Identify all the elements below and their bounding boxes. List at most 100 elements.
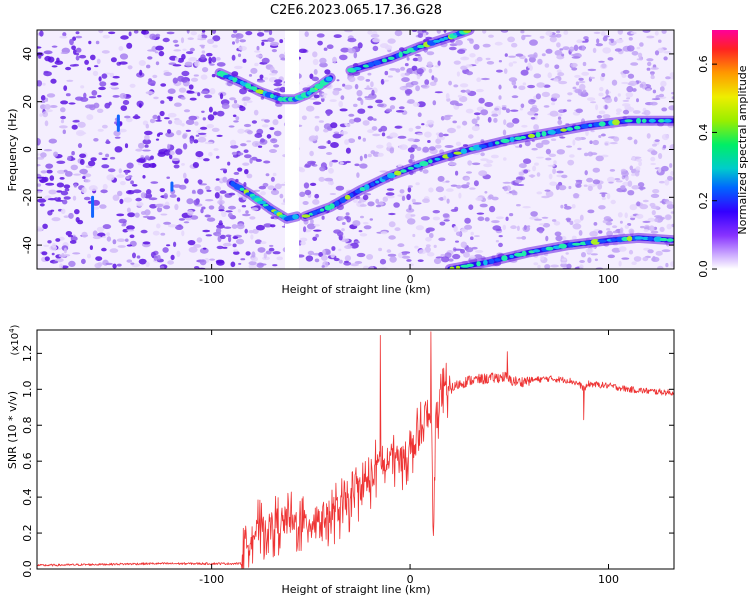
spectrogram-noise-cell [636, 98, 639, 103]
spectrogram-noise-cell [657, 265, 664, 269]
spectrogram-noise-cell [574, 136, 582, 141]
spectrogram-noise-cell [498, 109, 502, 116]
spectrogram-noise-cell [633, 256, 642, 262]
spectrogram-noise-cell [108, 31, 116, 35]
spectrogram-noise-cell [246, 130, 253, 135]
spectrogram-noise-cell [375, 99, 383, 104]
spectrogram-track-blob [560, 128, 567, 132]
spectrogram-noise-cell [188, 246, 198, 253]
spectrogram-noise-cell [313, 229, 322, 232]
spectrogram-noise-cell [559, 136, 566, 139]
spectrogram-noise-cell [438, 132, 444, 138]
spectrogram-noise-cell [502, 129, 507, 136]
spectrogram-noise-cell [248, 230, 254, 234]
spectrogram-noise-cell [434, 91, 443, 94]
spectrogram-track-blob [354, 189, 362, 194]
spectrogram-noise-cell [156, 223, 161, 229]
colorbar-gradient [712, 30, 738, 269]
spectrogram-track-blob [588, 123, 593, 127]
spectrogram-noise-cell [491, 113, 499, 117]
spectrogram-noise-cell [572, 86, 577, 90]
spectrogram-noise-cell [269, 244, 274, 247]
spectrogram-noise-cell [270, 216, 275, 220]
spectrogram-noise-cell [369, 265, 374, 269]
spectrogram-noise-cell [405, 208, 415, 213]
spectrogram-noise-cell [126, 259, 133, 263]
spectrogram-noise-cell [658, 93, 665, 98]
spectrogram-noise-cell [354, 261, 363, 264]
spectrogram-noise-cell [324, 69, 331, 75]
spectrogram-noise-cell [97, 108, 104, 114]
spectrogram-noise-cell [521, 124, 528, 128]
spectrogram-noise-cell [186, 30, 190, 34]
spectrogram-noise-cell [126, 162, 134, 169]
spectrogram-noise-cell [647, 217, 655, 222]
spectrogram-noise-cell [215, 227, 222, 234]
snr-y-axis: 0.00.20.40.60.81.01.2 [21, 345, 674, 578]
snr-x-tick-label: 0 [407, 573, 414, 586]
spectrogram-noise-cell [549, 36, 557, 43]
spectrogram-noise-cell [142, 138, 152, 145]
spectrogram-noise-cell [639, 42, 644, 47]
spectrogram-noise-cell [168, 97, 173, 102]
spectrogram-noise-cell [627, 190, 635, 196]
spectrogram-noise-cell [46, 93, 56, 98]
spectrogram-noise-cell [126, 207, 131, 213]
spectrogram-noise-cell [96, 226, 105, 232]
spectrogram-noise-cell [471, 118, 478, 125]
spectrogram-noise-cell [340, 238, 350, 243]
spectrogram-noise-cell [344, 84, 353, 90]
spectrogram-noise-cell [163, 193, 168, 200]
spectrogram-noise-cell [175, 224, 184, 230]
spectrogram-noise-cell [261, 124, 269, 128]
spectrogram-noise-cell [125, 117, 133, 123]
spectrogram-noise-cell [155, 138, 160, 141]
spectrogram-noise-cell [155, 61, 160, 66]
spectrogram-noise-cell [406, 218, 416, 225]
spectrogram-noise-cell [470, 231, 474, 236]
spectrogram-noise-cell [426, 119, 435, 125]
spectrogram-noise-cell [367, 201, 375, 207]
spectrogram-noise-cell [417, 33, 423, 38]
spectrogram-noise-cell [631, 51, 639, 56]
spectrogram-noise-cell [101, 164, 110, 169]
spectrogram-noise-cell [199, 247, 209, 254]
spectrogram-noise-cell [579, 264, 584, 269]
spectrogram-noise-cell [176, 250, 181, 257]
spectrogram-noise-cell [202, 117, 206, 121]
spectrogram-noise-cell [222, 242, 232, 247]
spectrogram-noise-cell [147, 56, 153, 60]
spectrogram-noise-cell [453, 225, 458, 233]
spectrogram-noise-cell [386, 188, 395, 191]
spectrogram-noise-cell [548, 153, 557, 157]
spectrogram-noise-cell [38, 56, 42, 59]
spectrogram-noise-cell [393, 202, 400, 208]
spectrogram-noise-cell [181, 163, 185, 166]
spectrogram-noise-cell [250, 234, 254, 240]
spectrogram-noise-cell [505, 216, 509, 221]
spectrogram-noise-cell [120, 35, 129, 40]
spectrogram-noise-cell [136, 158, 146, 163]
spectrogram-noise-cell [354, 83, 359, 90]
spectrogram-noise-cell [341, 222, 346, 225]
spectrogram-noise-cell [648, 147, 654, 151]
spectrogram-noise-cell [356, 252, 366, 258]
spectrogram-noise-cell [73, 49, 77, 55]
spectrogram-noise-cell [457, 49, 466, 54]
spectrogram-track-blob [647, 236, 654, 241]
spectrogram-noise-cell [235, 116, 240, 121]
spectrogram-noise-cell [326, 110, 331, 117]
spectrogram-noise-cell [417, 132, 423, 136]
spectrogram-noise-cell [413, 102, 420, 107]
spectrogram-noise-cell [453, 60, 461, 65]
spectrogram-noise-cell [246, 140, 252, 143]
spectrogram-noise-cell [88, 185, 98, 192]
spectrogram-noise-cell [94, 262, 102, 269]
spectrogram-noise-cell [145, 123, 149, 129]
spectrogram-noise-cell [618, 260, 622, 267]
spectrogram-track-blob [663, 118, 672, 123]
spectrogram-noise-cell [195, 134, 200, 137]
spectrogram-noise-cell [197, 132, 207, 135]
spectrogram-noise-cell [303, 226, 307, 233]
spectrogram-track-blob [381, 58, 388, 63]
